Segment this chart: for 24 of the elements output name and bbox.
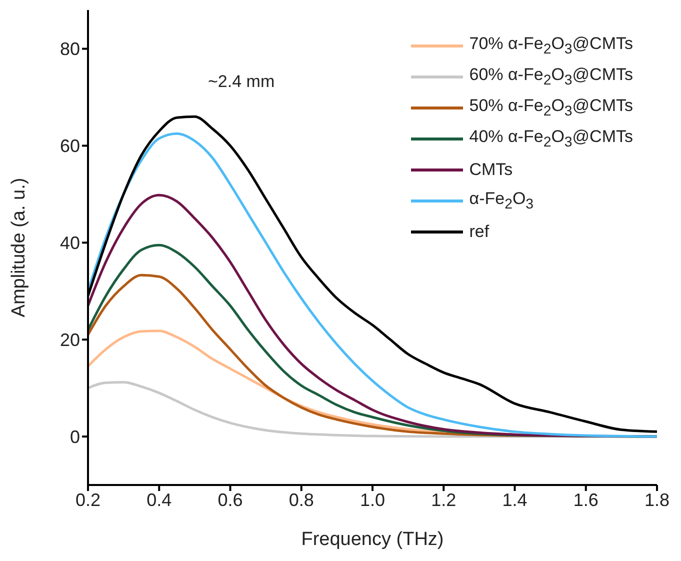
legend-label: 60% α-Fe$_{2}$O$_{3}$@CMTs: [469, 64, 633, 88]
x-tick-label: 1.6: [573, 490, 598, 510]
y-tick-label: 20: [60, 330, 80, 350]
y-tick-label: 0: [70, 426, 80, 447]
x-tick-label: 0.6: [218, 490, 243, 510]
x-axis-title: Frequency (THz): [301, 529, 444, 550]
legend-label: ref: [469, 222, 490, 242]
x-tick-label: 1.4: [502, 490, 528, 510]
y-axis-title: Amplitude (a. u.): [8, 178, 30, 318]
legend-label: 70% α-Fe$_{2}$O$_{3}$@CMTs: [469, 34, 633, 58]
legend-label: CMTs: [469, 160, 513, 180]
x-tick-label: 0.8: [288, 490, 314, 510]
y-tick-label: 80: [60, 39, 80, 60]
x-tick-label: 1.2: [431, 490, 456, 510]
y-tick-label: 40: [60, 233, 80, 254]
x-tick-label: 1.0: [360, 490, 386, 510]
x-tick-label: 1.8: [644, 490, 670, 510]
annotation: ~2.4 mm: [208, 72, 275, 92]
legend-label: 40% α-Fe$_{2}$O$_{3}$@CMTs: [469, 126, 633, 150]
legend-label: α-Fe$_{2}$O$_{3}$: [469, 188, 534, 212]
legend-label: 50% α-Fe$_{2}$O$_{3}$@CMTs: [469, 96, 633, 120]
x-tick-label: 0.2: [75, 490, 101, 510]
x-tick-label: 0.4: [146, 490, 172, 510]
y-tick-label: 60: [60, 136, 80, 156]
